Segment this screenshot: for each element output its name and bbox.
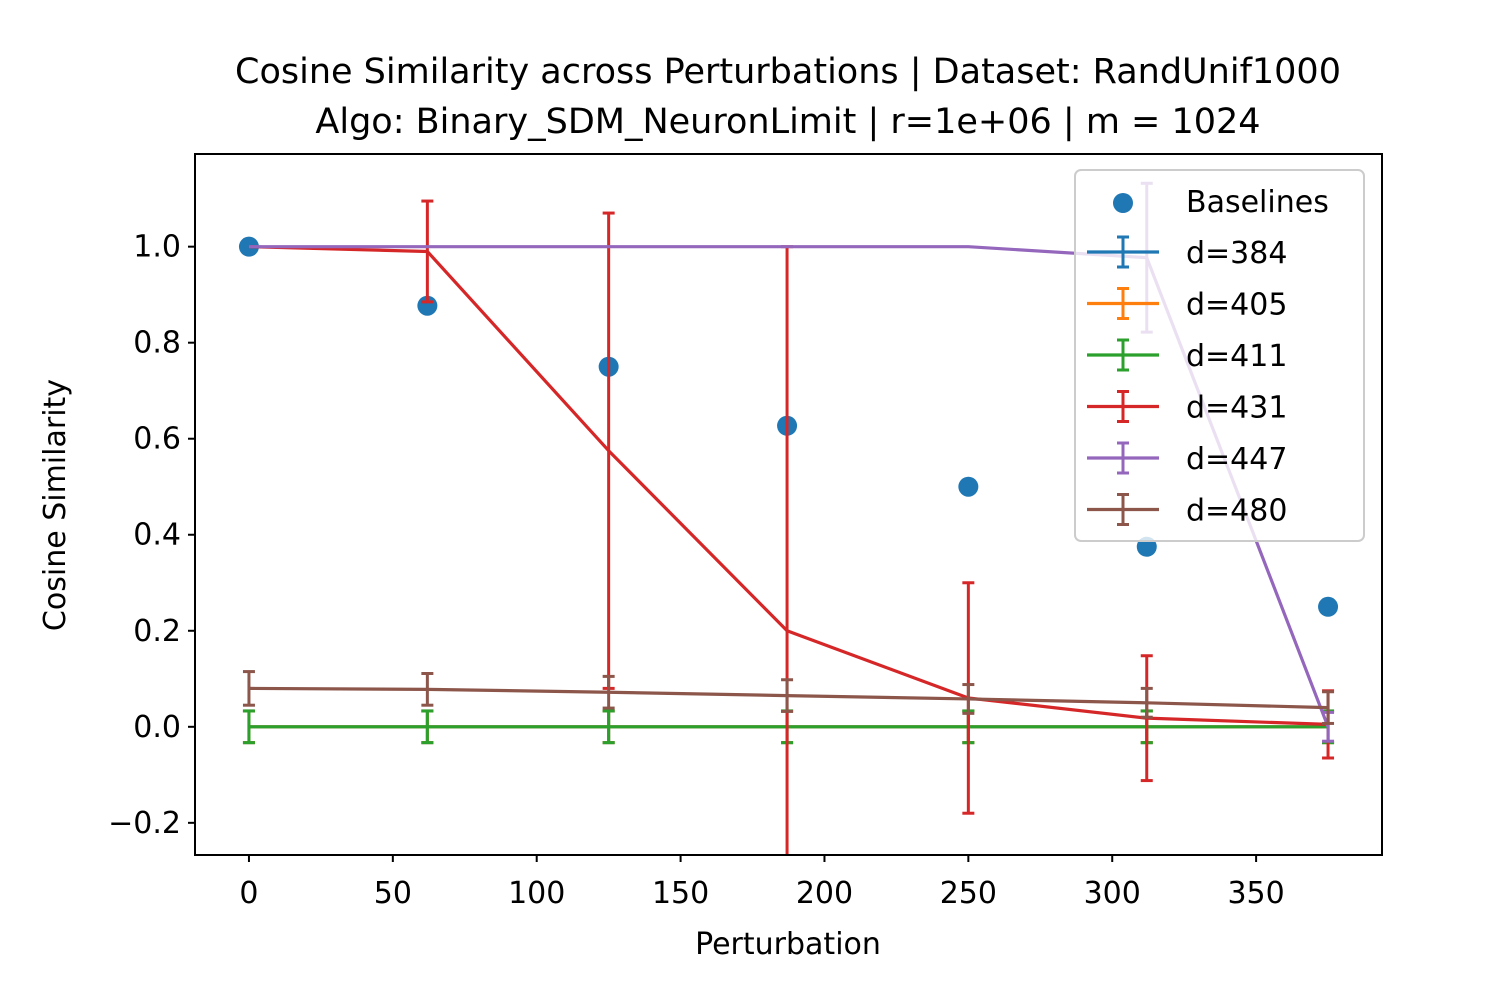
x-tick-label: 50 [374,876,412,911]
y-tick-label: 0.4 [133,518,181,553]
legend-label: d=431 [1186,391,1287,426]
legend-label: d=480 [1186,494,1287,529]
legend-entry: d=384 [1087,235,1287,271]
chart-title-line2: Algo: Binary_SDM_NeuronLimit | r=1e+06 |… [315,102,1260,142]
legend-label-baselines: Baselines [1186,185,1329,220]
legend-label: d=384 [1186,236,1287,271]
legend-box [1074,169,1365,542]
baseline-point [1318,596,1339,617]
legend-entry: d=405 [1087,287,1287,323]
x-tick-label: 200 [796,876,853,911]
baseline-point [958,476,979,497]
legend-entry: d=411 [1087,338,1287,374]
x-tick-label: 250 [940,876,997,911]
plot-frame [194,153,1383,856]
y-tick-label: 0.2 [133,614,181,649]
legend-label: d=447 [1186,442,1287,477]
y-tick-label: −0.2 [108,806,181,841]
legend-marker-baselines [1113,193,1133,213]
legend: Baselines d=384 d=405 d=411 d=431 d=447 d=480 [1074,169,1365,542]
y-axis: −0.2 0.0 0.2 0.4 0.6 0.8 1.0 [108,230,195,841]
y-tick-label: 0.6 [133,422,181,457]
x-tick-label: 300 [1084,876,1141,911]
plot-area [238,181,1339,855]
legend-label: d=411 [1186,339,1287,374]
y-tick-label: 0.0 [133,710,181,745]
legend-label: d=405 [1186,288,1287,323]
legend-entry: d=431 [1087,390,1287,426]
x-axis: 0 50 100 150 200 250 300 350 [239,855,1285,911]
y-tick-label: 0.8 [133,326,181,361]
x-tick-label: 100 [508,876,565,911]
chart-title-line1: Cosine Similarity across Perturbations |… [235,52,1341,92]
x-tick-label: 350 [1227,876,1284,911]
x-tick-label: 150 [652,876,709,911]
y-axis-title: Cosine Similarity [38,379,73,631]
x-tick-label: 0 [239,876,258,911]
x-axis-title: Perturbation [695,927,881,962]
legend-entry: d=480 [1087,493,1287,529]
y-tick-label: 1.0 [133,230,181,265]
series-d-480 [242,670,1335,725]
legend-entry: d=447 [1087,441,1287,477]
